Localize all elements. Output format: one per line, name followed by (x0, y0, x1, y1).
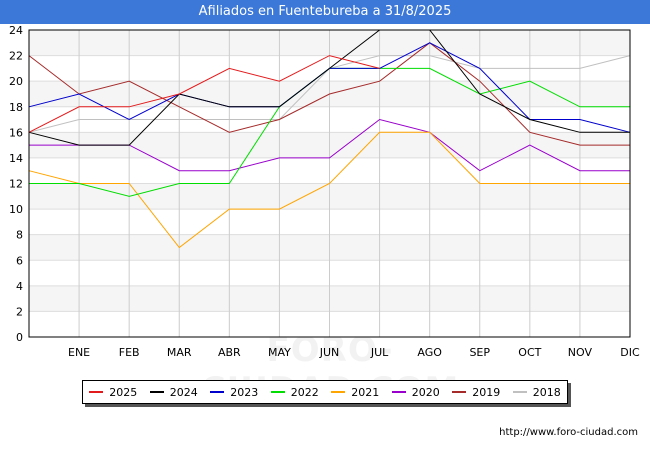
y-tick-label: 18 (9, 101, 23, 114)
legend-swatch (89, 391, 104, 393)
legend-item-2020: 2020 (391, 385, 440, 399)
y-tick-label: 6 (16, 254, 23, 267)
x-tick-label: OCT (518, 346, 541, 359)
legend-item-2023: 2023 (210, 386, 258, 399)
y-tick-label: 16 (9, 126, 23, 139)
legend-swatch (210, 391, 225, 393)
footer-url: http://www.foro-ciudad.com (499, 427, 638, 438)
x-axis-ticks: ENE FEB MAR ABR MAY JUN JUL AGO SEP OCT NOV DIC (68, 346, 640, 359)
y-tick-label: 8 (16, 229, 23, 242)
legend-label: 2022 (290, 385, 319, 399)
series-line-2024 (28, 29, 630, 146)
x-tick-label: MAY (268, 346, 291, 359)
legend-label: 2025 (109, 385, 138, 399)
plot-frame (28, 29, 631, 338)
legend: 2025 2024 2023 2022 2021 2020 2019 2018 (82, 380, 568, 404)
x-tick-label: DIC (620, 346, 640, 359)
legend-label: 2023 (230, 385, 259, 399)
y-tick-label: 0 (16, 331, 23, 344)
legend-swatch (391, 391, 406, 393)
legend-swatch (512, 391, 527, 393)
legend-item-2021: 2021 (331, 386, 379, 399)
x-tick-label: NOV (568, 346, 593, 359)
series-line-2019 (28, 42, 630, 146)
legend-label: 2024 (169, 385, 198, 399)
legend-label: 2018 (532, 385, 561, 399)
legend-item-2019: 2019 (452, 386, 500, 399)
series-lines (28, 29, 631, 249)
y-tick-label: 12 (9, 178, 23, 191)
x-tick-label: JUN (319, 346, 340, 359)
legend-item-2024: 2024 (149, 385, 198, 399)
legend-swatch (331, 391, 346, 393)
legend-swatch (149, 391, 164, 393)
legend-item-2025: 2025 (89, 386, 137, 399)
series-line-2021 (28, 131, 630, 249)
legend-label: 2021 (351, 385, 380, 399)
legend-label: 2020 (411, 385, 440, 399)
legend-swatch (270, 391, 285, 393)
y-tick-label: 14 (9, 152, 23, 165)
y-tick-label: 4 (16, 280, 23, 293)
x-tick-label: ABR (218, 346, 241, 359)
x-tick-label: AGO (417, 346, 442, 359)
x-tick-label: ENE (68, 346, 90, 359)
x-tick-label: FEB (119, 346, 140, 359)
y-tick-label: 2 (16, 305, 23, 318)
legend-item-2018: 2018 (512, 385, 561, 399)
y-tick-label: 24 (9, 24, 23, 37)
chart-title: Afiliados en Fuentebureba a 31/8/2025 (0, 0, 650, 24)
series-line-2025 (28, 55, 380, 133)
legend-item-2022: 2022 (270, 385, 319, 399)
y-tick-label: 10 (9, 203, 23, 216)
x-tick-label: MAR (167, 346, 192, 359)
x-tick-label: JUL (370, 346, 389, 359)
legend-label: 2019 (472, 385, 501, 399)
y-tick-label: 22 (9, 50, 23, 63)
x-tick-label: SEP (469, 346, 490, 359)
y-tick-label: 20 (9, 75, 23, 88)
legend-swatch (452, 391, 467, 393)
